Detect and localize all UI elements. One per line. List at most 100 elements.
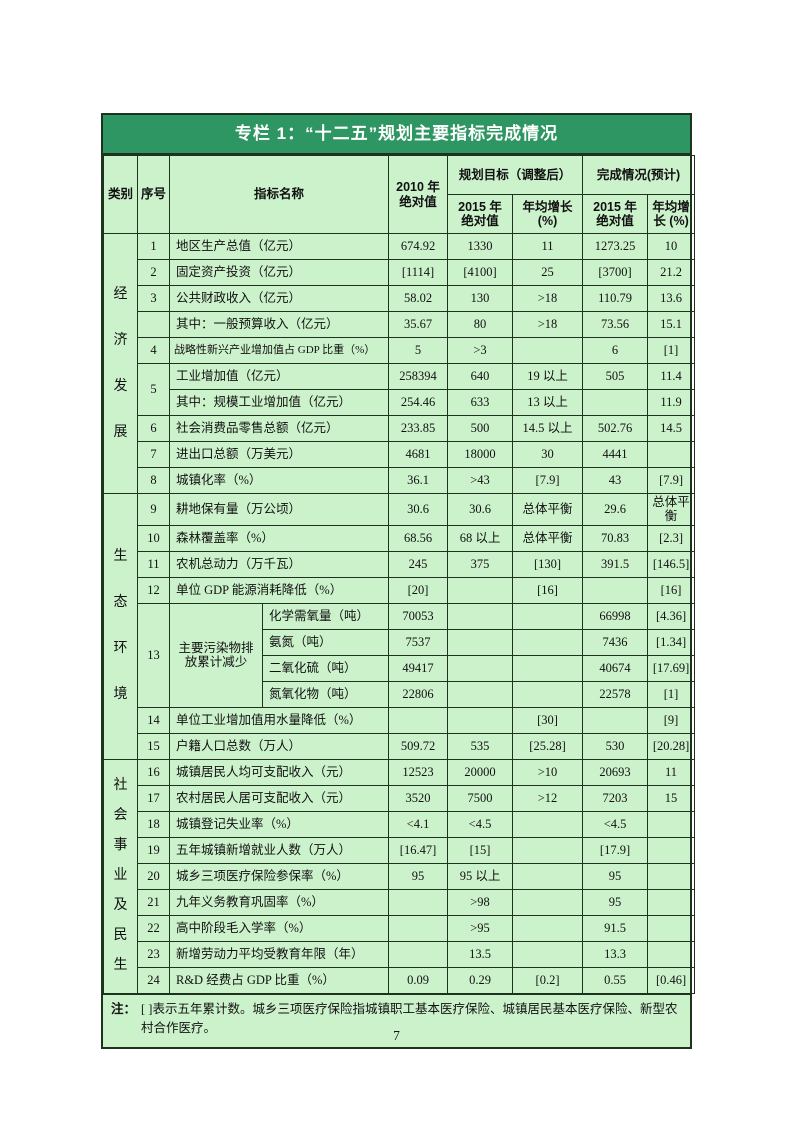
header-done-growth: 年均增长 (%) [647, 194, 696, 234]
value-cell: 0.29 [447, 966, 514, 994]
value-cell: >95 [447, 914, 514, 942]
row-index: 19 [137, 836, 170, 864]
value-cell: <4.1 [388, 810, 449, 838]
table-header: 类别 序号 指标名称 2010 年 绝对值 规划目标（调整后） 完成情况(预计)… [103, 155, 696, 234]
value-cell: 43 [582, 467, 649, 494]
row-index: 24 [137, 966, 170, 994]
table-row: 二氧化硫（吨） 49417 40674 [17.69] [104, 654, 696, 682]
category-cell-social: 社会事业及民生 [103, 758, 138, 994]
value-cell: 14.5 [647, 415, 696, 442]
pollutant-group-label: 主要污染物排放累计减少 [169, 602, 263, 708]
value-cell: >18 [512, 311, 584, 338]
value-cell: [1.34] [647, 628, 696, 656]
value-cell [447, 680, 514, 708]
category-label: 经济发展 [113, 286, 128, 440]
indicator-label: 其中：规模工业增加值（亿元） [168, 389, 390, 416]
value-cell: [20] [388, 576, 449, 604]
value-cell: 29.6 [582, 493, 649, 526]
value-cell: 1330 [447, 233, 514, 260]
value-cell: 19 以上 [512, 363, 584, 390]
value-cell [647, 940, 696, 968]
value-cell: 1273.25 [582, 233, 649, 260]
value-cell: 391.5 [582, 550, 649, 578]
value-cell [512, 654, 584, 682]
row-index: 7 [137, 441, 170, 468]
indicator-sublabel: 化学需氧量（吨） [261, 602, 390, 630]
row-index [137, 311, 170, 338]
row-index: 13 [137, 602, 170, 708]
table-row: 23 新增劳动力平均受教育年限（年） 13.5 13.3 [104, 940, 696, 968]
indicator-label: 单位工业增加值用水量降低（%） [168, 706, 390, 734]
category-cell-economy: 经济发展 [103, 233, 138, 494]
value-cell: 375 [447, 550, 514, 578]
value-cell: [1114] [388, 259, 449, 286]
indicator-label: 五年城镇新增就业人数（万人） [168, 836, 390, 864]
value-cell [582, 576, 649, 604]
table-row: 15 户籍人口总数（万人） 509.72 535 [25.28] 530 [20… [104, 732, 696, 760]
page-number: 7 [393, 1028, 400, 1043]
row-index: 4 [137, 337, 170, 364]
indicator-sublabel: 二氧化硫（吨） [261, 654, 390, 682]
footnote: 注： [ ]表示五年累计数。城乡三项医疗保险指城镇职工基本医疗保险、城镇居民基本… [103, 993, 690, 1047]
indicator-label: 城镇化率（%） [168, 467, 390, 494]
value-cell: 49417 [388, 654, 449, 682]
footnote-text: [ ]表示五年累计数。城乡三项医疗保险指城镇职工基本医疗保险、城镇居民基本医疗保… [141, 1001, 678, 1036]
value-cell [647, 836, 696, 864]
value-cell: 0.09 [388, 966, 449, 994]
row-index: 2 [137, 259, 170, 286]
table-row: 18 城镇登记失业率（%） <4.1 <4.5 <4.5 [104, 810, 696, 838]
value-cell: 505 [582, 363, 649, 390]
value-cell: 30.6 [388, 493, 449, 526]
row-index: 18 [137, 810, 170, 838]
indicator-label: 社会消费品零售总额（亿元） [168, 415, 390, 442]
value-cell [447, 628, 514, 656]
value-cell: 总体平衡 [512, 524, 584, 552]
value-cell: 11.9 [647, 389, 696, 416]
table-row: 2 固定资产投资（亿元） [1114] [4100] 25 [3700] 21.… [104, 259, 696, 286]
value-cell: 95 [388, 862, 449, 890]
indicator-sublabel: 氨氮（吨） [261, 628, 390, 656]
value-cell [388, 888, 449, 916]
header-row-1: 类别 序号 指标名称 2010 年 绝对值 规划目标（调整后） 完成情况(预计) [103, 155, 696, 234]
value-cell: 13.6 [647, 285, 696, 312]
row-index: 15 [137, 732, 170, 760]
value-cell [388, 914, 449, 942]
row-index: 10 [137, 524, 170, 552]
value-cell: [130] [512, 550, 584, 578]
value-cell: 3520 [388, 784, 449, 812]
indicator-label: 新增劳动力平均受教育年限（年） [168, 940, 390, 968]
row-index: 11 [137, 550, 170, 578]
row-index: 17 [137, 784, 170, 812]
row-index: 16 [137, 758, 170, 786]
header-done-abs: 2015 年 绝对值 [582, 194, 649, 234]
value-cell: 30 [512, 441, 584, 468]
table-row: 22 高中阶段毛入学率（%） >95 91.5 [104, 914, 696, 942]
table-body: 经济发展 1 地区生产总值（亿元） 674.92 1330 11 1273.25… [103, 233, 696, 994]
header-index: 序号 [137, 155, 170, 234]
header-indicator: 指标名称 [168, 155, 390, 234]
value-cell: 5 [388, 337, 449, 364]
value-cell: >98 [447, 888, 514, 916]
value-cell: >18 [512, 285, 584, 312]
value-cell: [9] [647, 706, 696, 734]
value-cell: 总体平衡 [512, 493, 584, 526]
header-base-2010: 2010 年 绝对值 [388, 155, 449, 234]
table-row: 11 农机总动力（万千瓦） 245 375 [130] 391.5 [146.5… [104, 550, 696, 578]
table-row: 社会事业及民生 16 城镇居民人均可支配收入（元） 12523 20000 >1… [103, 758, 696, 994]
value-cell: 36.1 [388, 467, 449, 494]
value-cell: 7436 [582, 628, 649, 656]
table-row: 3 公共财政收入（亿元） 58.02 130 >18 110.79 13.6 [104, 285, 696, 312]
indicator-label: 农机总动力（万千瓦） [168, 550, 390, 578]
value-cell: 11.4 [647, 363, 696, 390]
row-index: 1 [137, 233, 170, 260]
value-cell: 633 [447, 389, 514, 416]
value-cell [512, 862, 584, 890]
value-cell: [30] [512, 706, 584, 734]
value-cell: 509.72 [388, 732, 449, 760]
value-cell: 22578 [582, 680, 649, 708]
value-cell [447, 706, 514, 734]
value-cell: 11 [647, 758, 696, 786]
value-cell: 95 [582, 888, 649, 916]
header-plan-growth: 年均增长 (%) [512, 194, 584, 234]
value-cell: 535 [447, 732, 514, 760]
